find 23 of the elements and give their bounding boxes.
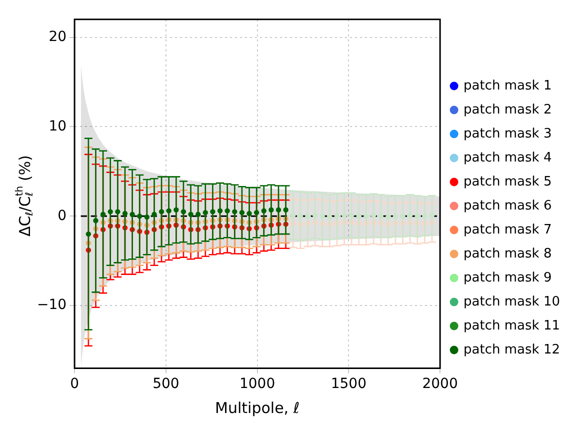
legend-label: patch mask 8 <box>464 246 552 262</box>
y-axis-title: ΔCℓ/Cℓth (%) <box>14 155 36 237</box>
legend-label: patch mask 11 <box>464 318 560 334</box>
y-tick-label: 0 <box>58 208 67 224</box>
legend-label: patch mask 10 <box>464 294 560 310</box>
x-tick-label: 500 <box>152 376 180 392</box>
legend-label: patch mask 6 <box>464 198 552 214</box>
x-tick-label: 1000 <box>239 376 276 392</box>
legend-label: patch mask 7 <box>464 222 552 238</box>
y-tick-label: 20 <box>48 28 67 45</box>
legend-label: patch mask 9 <box>464 270 552 286</box>
legend-label: patch mask 3 <box>464 126 552 142</box>
legend-label: patch mask 1 <box>464 78 552 94</box>
legend-label: patch mask 12 <box>464 342 560 358</box>
legend-label: patch mask 4 <box>464 150 552 166</box>
x-tick-label: 0 <box>70 376 80 392</box>
y-tick-label: 10 <box>48 118 67 134</box>
x-tick-label: 2000 <box>422 376 458 392</box>
x-tick-label: 1500 <box>330 376 366 392</box>
x-axis-title: Multipole, ℓ <box>215 398 300 417</box>
legend-label: patch mask 2 <box>464 102 552 118</box>
legend-label: patch mask 5 <box>464 174 552 190</box>
y-tick-label: −10 <box>37 297 67 314</box>
